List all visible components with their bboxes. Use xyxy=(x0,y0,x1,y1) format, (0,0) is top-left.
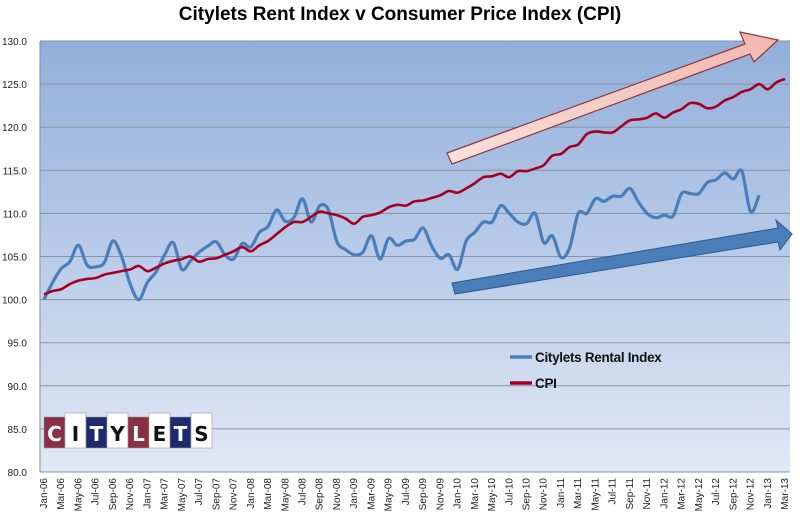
x-tick-label: Nov-09 xyxy=(435,478,446,511)
logo-tile xyxy=(190,412,213,449)
logo-letter: E xyxy=(153,422,167,446)
x-tick-label: Mar-07 xyxy=(160,478,171,510)
x-tick-label: Sep-07 xyxy=(211,478,222,511)
x-tick-label: May-10 xyxy=(487,478,498,512)
x-tick-label: May-11 xyxy=(590,478,601,511)
x-tick-label: Jul-09 xyxy=(401,478,412,506)
x-tick-label: May-07 xyxy=(177,478,188,512)
y-tick-label: 110.0 xyxy=(3,209,28,220)
y-tick-label: 100.0 xyxy=(2,296,27,307)
y-tick-label: 125.0 xyxy=(2,80,27,91)
x-tick-label: Mar-06 xyxy=(56,478,67,510)
x-tick-label: May-09 xyxy=(384,478,395,512)
x-tick-label: Jul-08 xyxy=(297,478,308,506)
x-tick-label: Jul-07 xyxy=(194,478,205,506)
logo-letter: S xyxy=(194,422,208,446)
x-tick-label: Sep-09 xyxy=(418,478,429,511)
x-tick-label: May-08 xyxy=(280,478,291,512)
x-tick-label: Jan-07 xyxy=(142,478,153,509)
x-tick-label: Mar-13 xyxy=(780,478,791,510)
y-tick-label: 130.0 xyxy=(2,37,27,48)
x-tick-label: Nov-07 xyxy=(229,478,240,511)
x-tick-label: Nov-11 xyxy=(642,478,653,510)
logo-letter: C xyxy=(47,422,62,446)
legend: Citylets Rental Index CPI xyxy=(510,350,663,391)
y-tick-label: 90.0 xyxy=(8,382,28,393)
y-tick-label: 120.0 xyxy=(2,123,27,134)
x-tick-label: Jul-06 xyxy=(91,478,102,506)
x-tick-label: Jan-11 xyxy=(556,478,567,508)
x-tick-label: Sep-08 xyxy=(315,478,326,511)
legend-label-rental: Citylets Rental Index xyxy=(535,350,662,365)
y-tick-label: 85.0 xyxy=(8,425,28,436)
x-tick-label: Nov-10 xyxy=(539,478,550,511)
x-tick-label: Sep-10 xyxy=(522,478,533,511)
x-tick-label: Jan-08 xyxy=(246,478,257,509)
logo-letter: L xyxy=(132,422,145,446)
y-tick-label: 80.0 xyxy=(8,468,28,479)
x-tick-label: Nov-08 xyxy=(332,478,343,511)
x-tick-label: Mar-12 xyxy=(677,478,688,510)
logo-letter: T xyxy=(90,422,104,446)
logo-letter: T xyxy=(174,422,188,446)
y-tick-label: 95.0 xyxy=(8,339,28,350)
x-tick-label: Sep-12 xyxy=(728,478,739,511)
x-tick-label: Nov-06 xyxy=(125,478,136,511)
y-tick-label: 105.0 xyxy=(2,253,27,264)
cpi-trend-arrow xyxy=(446,31,780,165)
x-tick-label: Sep-06 xyxy=(108,478,119,511)
legend-label-cpi: CPI xyxy=(535,376,557,391)
x-tick-label: Jan-13 xyxy=(763,478,774,509)
x-tick-label: Jul-10 xyxy=(504,478,515,506)
chart-title: Citylets Rent Index v Consumer Price Ind… xyxy=(178,4,622,25)
rental-index-line xyxy=(42,168,761,302)
x-tick-label: Mar-11 xyxy=(573,478,584,509)
y-tick-label: 115.0 xyxy=(3,166,28,177)
x-tick-label: Jul-11 xyxy=(608,478,619,505)
x-tick-label: Mar-09 xyxy=(366,478,377,510)
x-tick-label: Sep-11 xyxy=(625,478,636,510)
x-tick-label: Nov-12 xyxy=(746,478,757,511)
x-tick-label: Jan-10 xyxy=(453,478,464,509)
x-tick-label: May-12 xyxy=(694,478,705,512)
rental-trend-arrow xyxy=(451,218,793,295)
x-tick-label: Jan-06 xyxy=(39,478,50,509)
x-tick-label: Mar-10 xyxy=(470,478,481,510)
x-tick-label: Jan-09 xyxy=(349,478,360,509)
x-tick-label: Jul-12 xyxy=(711,478,722,506)
logo-letter: I xyxy=(72,422,79,446)
x-tick-label: Jan-12 xyxy=(659,478,670,509)
x-tick-label: May-06 xyxy=(73,478,84,512)
logo-letter: Y xyxy=(109,422,125,446)
x-tick-label: Mar-08 xyxy=(263,478,274,510)
